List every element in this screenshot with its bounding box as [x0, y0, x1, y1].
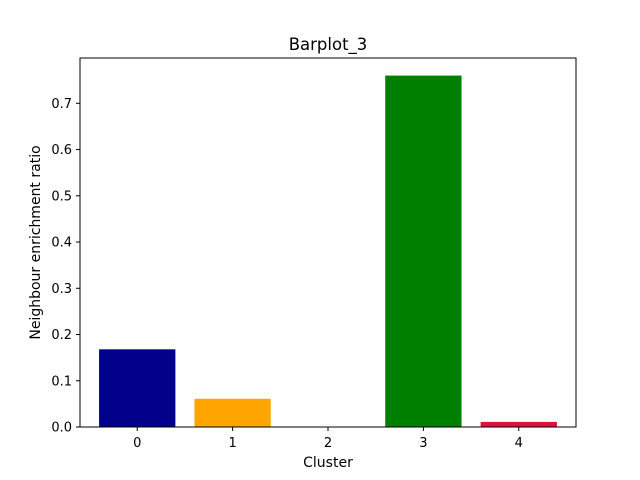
y-tick-label: 0.0 [51, 421, 72, 436]
y-tick-label: 0.2 [51, 328, 72, 343]
x-tick-label: 1 [228, 436, 236, 451]
y-tick-label: 0.5 [51, 189, 72, 204]
bar-cluster-1 [194, 398, 271, 427]
bar-cluster-0 [99, 349, 176, 427]
bar-cluster-3 [385, 75, 462, 428]
plot-area-frame [79, 57, 577, 428]
bar-cluster-4 [480, 421, 557, 427]
y-tick-label: 0.4 [51, 236, 72, 251]
chart-title: Barplot_3 [289, 35, 368, 55]
x-tick-label: 4 [515, 436, 523, 451]
x-tick-label: 3 [419, 436, 427, 451]
y-tick-label: 0.1 [51, 374, 72, 389]
y-tick-label: 0.3 [51, 282, 72, 297]
y-axis-label: Neighbour enrichment ratio [28, 145, 44, 339]
y-tick-label: 0.7 [51, 97, 72, 112]
ticks-layer: 0 1 2 3 4 0.0 0.1 0.2 0.3 0.4 0.5 0.6 0.7 [51, 97, 523, 451]
bars-layer [99, 75, 557, 428]
y-tick-label: 0.6 [51, 143, 72, 158]
x-tick-label: 0 [133, 436, 141, 451]
x-tick-label: 2 [324, 436, 332, 451]
x-axis-label: Cluster [303, 455, 353, 471]
